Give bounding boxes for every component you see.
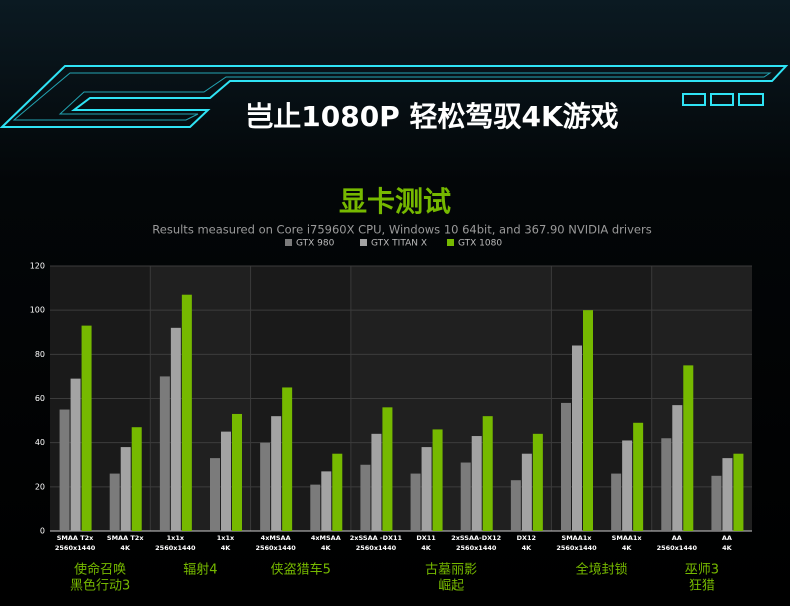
y-tick-label: 100 [30, 306, 45, 315]
bar [683, 365, 694, 531]
x-tick-label: 2560x1440 [356, 544, 397, 552]
x-tick-label: DX11 [416, 534, 436, 542]
bar [260, 442, 271, 531]
bar [321, 471, 332, 531]
bar [611, 473, 622, 531]
chart-title: 显卡测试 [339, 185, 451, 218]
x-tick-label: 4K [622, 544, 633, 552]
legend-swatch [360, 239, 367, 246]
group-label: 狂猎 [689, 579, 715, 594]
y-tick-label: 0 [40, 527, 45, 536]
legend-swatch [285, 239, 292, 246]
group-label: 古墓丽影 [425, 563, 477, 578]
chart-subtitle: Results measured on Core i75960X CPU, Wi… [152, 223, 651, 237]
y-tick-label: 60 [35, 394, 45, 403]
bar [109, 473, 120, 531]
x-tick-label: AA [722, 534, 732, 542]
x-tick-label: 1x1x [167, 534, 185, 542]
bar [572, 345, 582, 531]
bar [583, 310, 593, 531]
bar [221, 431, 231, 531]
bar [81, 325, 92, 531]
x-tick-label: 4K [221, 544, 232, 552]
x-tick-label: 2560x1440 [255, 544, 296, 552]
x-tick-label: 2560x1440 [55, 544, 96, 552]
bar [410, 473, 421, 531]
legend-swatch [447, 239, 454, 246]
bar [711, 475, 722, 531]
y-tick-label: 20 [35, 482, 45, 491]
legend-label: GTX 1080 [458, 239, 502, 249]
y-tick-label: 80 [35, 350, 45, 359]
x-tick-label: 4xMSAA [261, 534, 291, 542]
x-tick-label: 4K [522, 544, 533, 552]
x-tick-label: 1x1x [217, 534, 235, 542]
legend-label: GTX TITAN X [371, 239, 427, 249]
bar [70, 378, 81, 531]
x-tick-label: 4K [321, 544, 332, 552]
x-tick-label: 2560x1440 [657, 544, 698, 552]
x-tick-label: 2xSSAA-DX12 [451, 534, 501, 542]
x-tick-label: SMAA T2x [107, 534, 144, 542]
bar [382, 407, 393, 531]
y-tick-label: 120 [30, 262, 45, 271]
bar [421, 447, 432, 531]
y-tick-label: 40 [35, 438, 45, 447]
bar [181, 294, 192, 531]
bar [332, 453, 343, 531]
bar [633, 422, 644, 531]
bar [59, 409, 70, 531]
banner-title: 岂止1080P 轻松驾驭4K游戏 [245, 100, 618, 133]
bar [482, 416, 493, 531]
group-label: 侠盗猎车5 [271, 562, 331, 578]
bar [561, 402, 571, 531]
group-label: 使命召唤 [74, 562, 126, 578]
x-tick-label: 2560x1440 [456, 544, 497, 552]
x-tick-label: DX12 [517, 534, 536, 542]
bar [510, 480, 521, 531]
bar [210, 458, 220, 531]
x-tick-label: 4K [722, 544, 733, 552]
bar [672, 405, 683, 531]
bar [131, 427, 142, 531]
bar [310, 484, 321, 531]
x-tick-label: AA [672, 534, 682, 542]
x-tick-label: 4xMSAA [311, 534, 341, 542]
x-tick-label: 2560x1440 [155, 544, 196, 552]
group-label: 黑色行动3 [70, 578, 130, 594]
x-tick-label: SMAA1x [562, 534, 593, 542]
bar [460, 462, 471, 531]
bar [282, 387, 293, 531]
x-tick-label: 2xSSAA -DX11 [350, 534, 403, 542]
x-tick-label: 4K [421, 544, 432, 552]
x-tick-label: 4K [120, 544, 131, 552]
bar [722, 458, 733, 531]
group-label: 辐射4 [183, 562, 217, 578]
group-label: 全境封锁 [576, 562, 628, 578]
group-label: 崛起 [438, 579, 464, 594]
bar [733, 453, 744, 531]
banner-frame [0, 65, 789, 128]
bar [532, 433, 543, 531]
x-tick-label: SMAA T2x [57, 534, 94, 542]
legend-label: GTX 980 [296, 239, 335, 249]
group-label: 巫师3 [685, 563, 719, 578]
bar [360, 464, 371, 531]
x-tick-label: 2560x1440 [556, 544, 597, 552]
bar [622, 440, 633, 531]
bar [159, 376, 170, 531]
bar [371, 433, 382, 531]
bar [232, 413, 242, 531]
bar [661, 438, 672, 531]
bar [471, 436, 482, 531]
x-tick-label: SMAA1x [612, 534, 643, 542]
bar [170, 327, 181, 531]
bar [521, 453, 532, 531]
bar [432, 429, 443, 531]
bar [271, 416, 282, 531]
bar [120, 447, 131, 531]
